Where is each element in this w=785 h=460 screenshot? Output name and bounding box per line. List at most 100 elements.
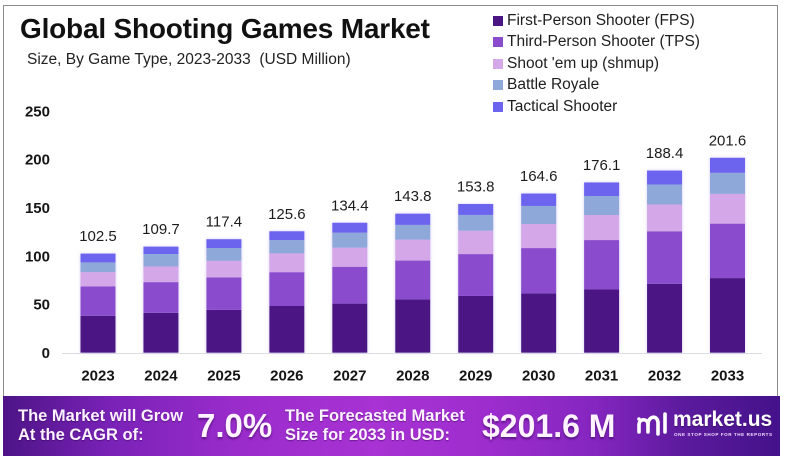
bar-segment bbox=[584, 215, 620, 241]
y-tick-label: 50 bbox=[33, 297, 50, 314]
brand-tagline: ONE STOP SHOP FOR THE REPORTS bbox=[674, 432, 773, 437]
bar-segment bbox=[332, 247, 368, 267]
bar-segment bbox=[458, 204, 494, 215]
bar-segment bbox=[521, 205, 557, 225]
x-tick-label: 2032 bbox=[648, 368, 681, 385]
bar-stack-2033 bbox=[710, 157, 745, 353]
bar-segment bbox=[206, 277, 242, 310]
bar-segment bbox=[521, 224, 557, 249]
bar-segment bbox=[710, 157, 745, 173]
legend-swatch-icon bbox=[493, 101, 503, 112]
value-label: 125.6 bbox=[268, 206, 306, 223]
forecast-label: The Forecasted Market Size for 2033 in U… bbox=[285, 407, 465, 445]
bar-segment bbox=[458, 295, 494, 353]
bar-segment bbox=[458, 254, 494, 296]
y-tick-label: 250 bbox=[25, 103, 50, 120]
y-tick-label: 200 bbox=[25, 152, 50, 169]
value-label: 153.8 bbox=[457, 179, 495, 196]
bar-segment bbox=[395, 260, 431, 300]
bar-segment bbox=[269, 240, 305, 254]
bar-segment bbox=[143, 266, 179, 283]
bar-segment bbox=[584, 182, 620, 196]
value-label: 134.4 bbox=[331, 197, 369, 214]
bar-segment bbox=[143, 282, 179, 313]
y-tick-label: 150 bbox=[25, 200, 50, 217]
legend-swatch-icon bbox=[493, 58, 503, 69]
value-label: 201.6 bbox=[709, 132, 747, 149]
bar-segment bbox=[206, 239, 242, 248]
brand-logo: market.us ONE STOP SHOP FOR THE REPORTS bbox=[636, 408, 780, 444]
bar-segment bbox=[143, 312, 179, 353]
bar-segment bbox=[710, 278, 745, 353]
value-label: 164.6 bbox=[520, 168, 558, 185]
bar-segment bbox=[80, 262, 116, 273]
bar-segment bbox=[647, 231, 683, 284]
legend-swatch-icon bbox=[493, 37, 503, 48]
summary-banner: The Market will Grow At the CAGR of: 7.0… bbox=[3, 396, 780, 456]
legend-item-tactical: Tactical Shooter bbox=[493, 96, 700, 118]
bar-segment bbox=[269, 272, 305, 307]
bar-segment bbox=[584, 195, 620, 216]
bar-segment bbox=[332, 266, 368, 304]
forecast-label-line2: Size for 2033 in USD: bbox=[285, 426, 451, 444]
stacked-bar-chart: 0 50 100 150 200 250 102.5 2023 109.7 2024 117.4 20… bbox=[25, 103, 762, 385]
x-tick-label: 2030 bbox=[522, 368, 555, 385]
legend-item-shmup: Shoot 'em up (shmup) bbox=[493, 53, 700, 75]
value-label: 109.7 bbox=[142, 221, 180, 238]
x-tick-label: 2028 bbox=[396, 368, 429, 385]
bar-segment bbox=[584, 240, 620, 290]
bar-segment bbox=[710, 223, 745, 279]
bar-segment bbox=[395, 213, 431, 225]
bar-segment bbox=[206, 248, 242, 261]
bar-segment bbox=[143, 253, 179, 267]
cagr-label-line2: At the CAGR of: bbox=[18, 426, 144, 444]
bar-segment bbox=[458, 214, 494, 231]
legend-label: Third-Person Shooter (TPS) bbox=[507, 33, 700, 51]
bar-segment bbox=[647, 184, 683, 205]
bar-segment bbox=[80, 315, 116, 353]
bar-stack-2023 bbox=[80, 253, 116, 353]
x-tick-label: 2029 bbox=[459, 368, 492, 385]
legend-item-fps: First-Person Shooter (FPS) bbox=[493, 10, 700, 32]
chart-title: Global Shooting Games Market bbox=[20, 13, 430, 44]
forecast-value: $201.6 M bbox=[482, 408, 616, 444]
bar-segment bbox=[80, 253, 116, 263]
bar-stack-2027 bbox=[332, 222, 368, 353]
forecast-label-line1: The Forecasted Market bbox=[285, 407, 465, 425]
bar-segment bbox=[80, 272, 116, 287]
legend-item-battle-royale: Battle Royale bbox=[493, 75, 700, 97]
value-label: 117.4 bbox=[206, 214, 242, 231]
bar-segment bbox=[80, 286, 116, 316]
bar-segment bbox=[269, 231, 305, 241]
bar-segment bbox=[143, 246, 179, 254]
x-tick-label: 2033 bbox=[711, 368, 744, 385]
value-label: 176.1 bbox=[583, 157, 621, 174]
bar-segment bbox=[647, 283, 683, 353]
bar-stack-2030 bbox=[521, 193, 557, 353]
bar-stack-2026 bbox=[269, 231, 305, 353]
y-tick-label: 100 bbox=[25, 248, 50, 265]
legend-label: Tactical Shooter bbox=[507, 97, 618, 115]
bar-segment bbox=[458, 230, 494, 255]
legend-label: First-Person Shooter (FPS) bbox=[507, 11, 695, 29]
bar-segment bbox=[269, 253, 305, 273]
bar-segment bbox=[395, 224, 431, 240]
bar-segment bbox=[206, 260, 242, 278]
cagr-label: The Market will Grow At the CAGR of: bbox=[18, 407, 183, 445]
x-tick-label: 2026 bbox=[270, 368, 303, 385]
legend-label: Shoot 'em up (shmup) bbox=[507, 54, 660, 72]
x-tick-label: 2025 bbox=[207, 368, 240, 385]
chart-subtitle: Size, By Game Type, 2023-2033 (USD Milli… bbox=[27, 51, 351, 68]
legend-item-tps: Third-Person Shooter (TPS) bbox=[493, 32, 700, 54]
bar-segment bbox=[521, 193, 557, 206]
bar-stack-2025 bbox=[206, 239, 242, 353]
value-label: 143.8 bbox=[394, 188, 432, 205]
x-tick-label: 2027 bbox=[333, 368, 366, 385]
bar-stack-2028 bbox=[395, 213, 431, 353]
bar-segment bbox=[395, 239, 431, 261]
chart-frame bbox=[3, 5, 778, 405]
x-tick-label: 2023 bbox=[81, 368, 114, 385]
x-tick-label: 2024 bbox=[144, 368, 178, 385]
bar-segment bbox=[647, 204, 683, 232]
bar-segment bbox=[206, 309, 242, 353]
